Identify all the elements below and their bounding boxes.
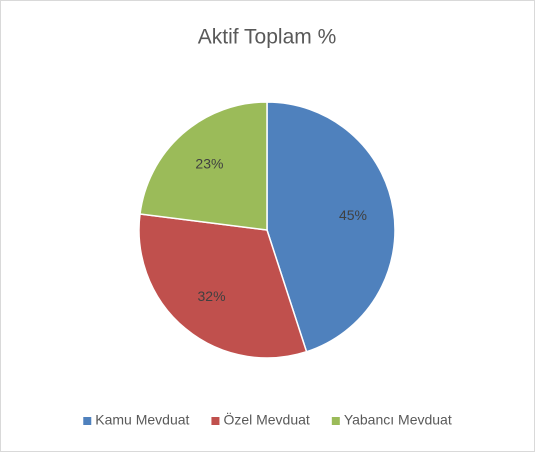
pie-slice [139, 101, 268, 231]
legend-swatch [331, 417, 340, 425]
chart-title: Aktif Toplam % [198, 26, 337, 49]
pie-slice [138, 213, 308, 359]
legend-label: Özel Mevduat [223, 411, 309, 428]
legend-swatch [83, 417, 92, 425]
data-label: 45% [339, 207, 367, 223]
legend-label: Yabancı Mevduat [344, 412, 452, 428]
data-label: 23% [195, 155, 223, 171]
data-label: 32% [198, 288, 226, 304]
legend-swatch [211, 417, 220, 425]
pie-slice [266, 101, 396, 353]
legend-label: Kamu Mevduat [95, 412, 189, 428]
